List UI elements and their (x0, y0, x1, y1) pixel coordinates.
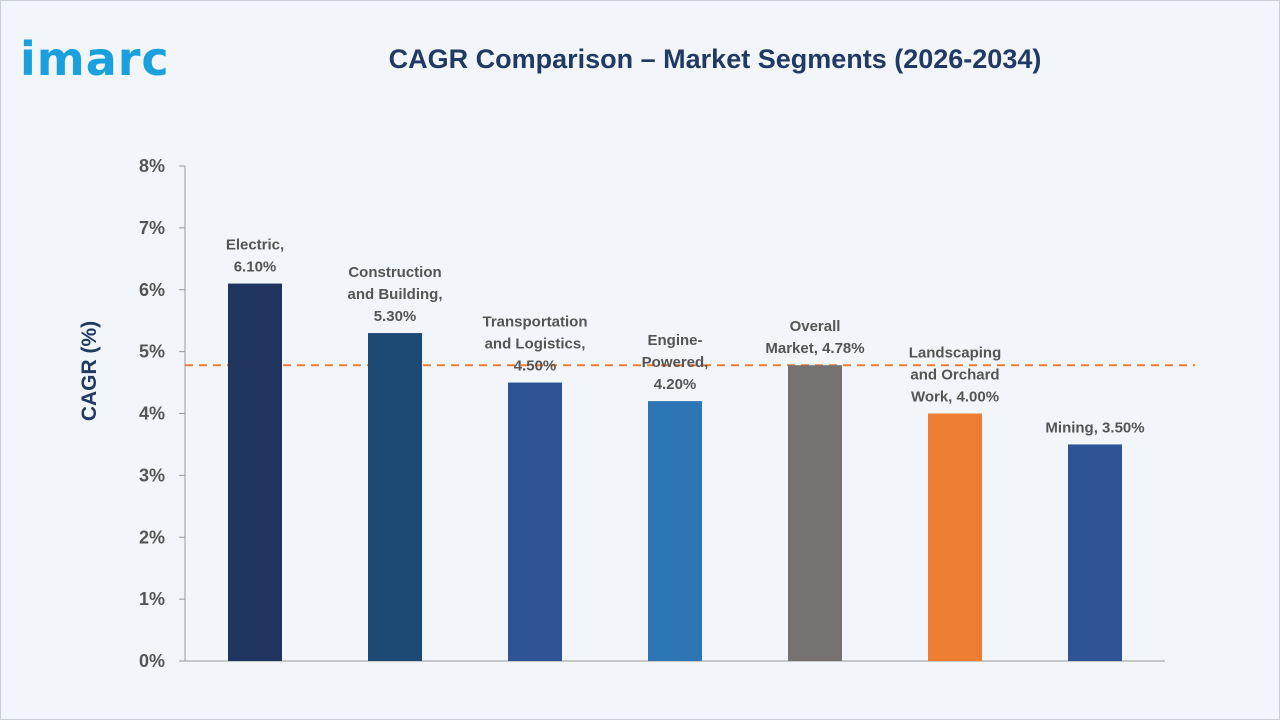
y-tick-label: 7% (139, 218, 165, 238)
bar (928, 413, 982, 661)
data-label: Construction and Building, 5.30% (348, 264, 443, 325)
chart-axes: 0% 1% 2% 3% 4% 5% 6% 7% 8% (139, 156, 1165, 671)
y-tick-label: 6% (139, 280, 165, 300)
chart-title: CAGR Comparison – Market Segments (2026-… (388, 44, 1042, 74)
bar (1068, 444, 1122, 661)
data-label: Transportation and Logistics, 4.50% (482, 314, 587, 375)
y-tick-label: 5% (139, 342, 165, 362)
data-label: Mining, 3.50% (1045, 419, 1144, 436)
bar (788, 365, 842, 661)
bar (508, 382, 562, 661)
y-tick-label: 0% (139, 651, 165, 671)
data-label: Overall Market, 4.78% (765, 318, 864, 357)
data-labels-group: Electric, 6.10% Construction and Building, 5… (226, 237, 1145, 437)
y-tick-label: 3% (139, 465, 165, 485)
bars-group (228, 283, 1122, 661)
data-label: Engine-Powered, 4.20% (642, 332, 709, 393)
data-label: Electric, 6.10% (226, 237, 284, 276)
imarc-logo: imarc (20, 32, 170, 86)
bar (368, 333, 422, 661)
bar (648, 401, 702, 661)
y-tick-label: 1% (139, 589, 165, 609)
data-label: Landscaping and Orchard Work, 4.00% (909, 345, 1002, 406)
bar (228, 283, 282, 661)
y-tick-label: 8% (139, 156, 165, 176)
y-tick-label: 2% (139, 527, 165, 547)
y-tick-label: 4% (139, 404, 165, 424)
y-axis-label: CAGR (%) (78, 321, 101, 421)
